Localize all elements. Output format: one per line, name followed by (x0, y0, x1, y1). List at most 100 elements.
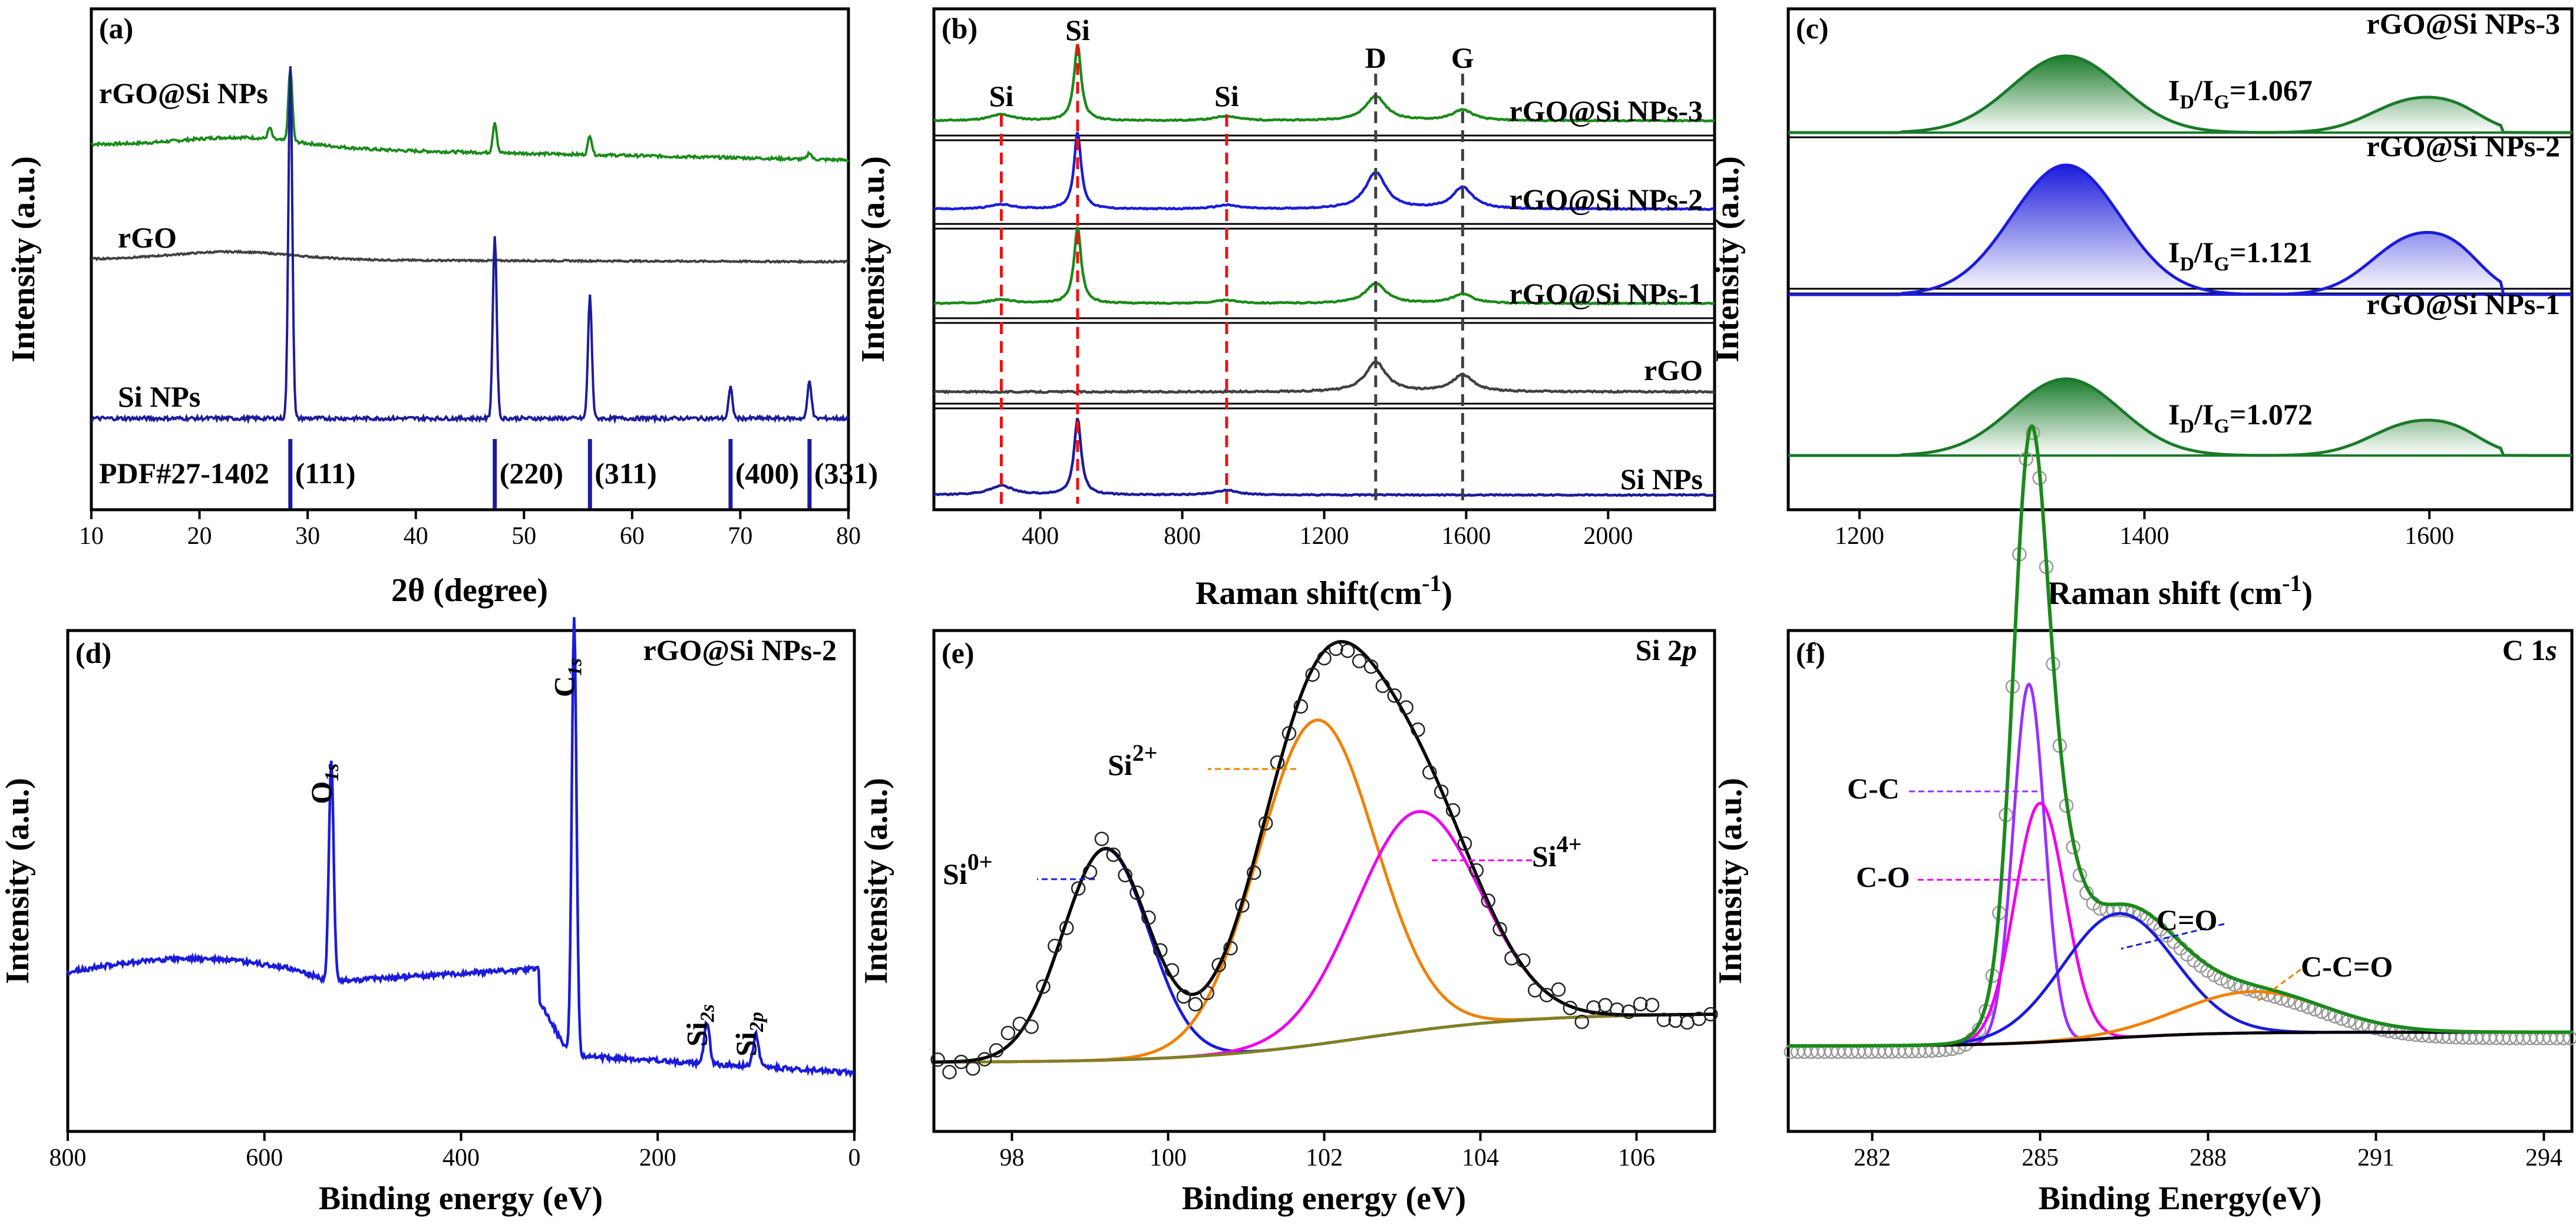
si2p-data-point (1118, 867, 1132, 883)
panel-e-plot: Si0+ Si2+ Si4+ (930, 640, 1718, 1080)
si2p-data-point (1305, 667, 1320, 682)
panel-d-x-tick-label: 800 (49, 1144, 87, 1171)
si2p-data-point (1422, 765, 1437, 780)
panel-e-x-ticks: 98 100 102 104 106 (1000, 1131, 1655, 1171)
si2p-data-point (1551, 982, 1566, 997)
panel-d: (d) rGO@Si NPs-2 O1s C1s Si2s Si2p 800 600 40… (0, 617, 861, 1217)
panel-c-x-tick-label: 1400 (2120, 523, 2169, 550)
si2p-data-point (1363, 659, 1379, 674)
panel-b-x-tick-label: 2000 (1583, 523, 1633, 550)
si2p-data-point (954, 1054, 969, 1070)
si2p-data-point (1445, 803, 1461, 818)
pdf-card-label: PDF#27-1402 (99, 457, 269, 490)
panel-a-x-tick-label: 10 (79, 523, 104, 550)
pdf-miller-index: (400) (735, 457, 799, 490)
si2p-data-point (1656, 1012, 1672, 1028)
c1s-component-label: C-C=O (2301, 950, 2393, 983)
panel-d-x-tick-label: 200 (639, 1144, 676, 1171)
series-label-rgo: rGO (118, 221, 177, 254)
panel-e-x-tick-label: 100 (1150, 1144, 1187, 1171)
panel-d-x-ticks: 800 600 400 200 0 (49, 1131, 861, 1171)
carbon-band-label: D (1365, 41, 1386, 74)
si2p-data-point (966, 1061, 980, 1076)
si2p-data-point (1211, 958, 1226, 972)
panel-a-x-tick-label: 30 (295, 523, 320, 550)
si2p-data-point (1293, 699, 1308, 714)
si2p-data-point (1130, 885, 1144, 900)
si2p-data-point (1457, 836, 1472, 851)
si2p-component-label: Si0+ (943, 849, 993, 890)
si2p-data-point (1329, 641, 1343, 656)
si2p-component-fit (934, 718, 1715, 1064)
si2p-data-point (1153, 943, 1168, 958)
panel-a-x-tick-label: 60 (620, 523, 645, 550)
pdf-miller-index: (331) (814, 457, 878, 490)
panel-b-plot: rGO@Si NPs-3 rGO@Si NPs-2 rGO@Si NPs-1 rGO S… (933, 14, 1715, 504)
si2p-data-point (1188, 996, 1203, 1012)
si2p-data-point (1106, 847, 1121, 862)
si2p-data-point (1282, 726, 1297, 741)
si2p-data-point (1352, 654, 1367, 669)
panel-c-y-axis-label: Intensity (a.u.) (1709, 156, 1746, 362)
panel-a-x-tick-label: 40 (404, 523, 428, 550)
panel-b-frame (932, 7, 1716, 511)
si2p-data-point (1200, 985, 1214, 1001)
si2p-data-point (1434, 784, 1449, 799)
si2p-data-point (1024, 1019, 1039, 1034)
panel-e-x-tick-label: 106 (1618, 1144, 1655, 1171)
si2p-component-fit (934, 847, 1715, 1064)
panel-a-x-tick-label: 50 (511, 523, 536, 550)
panel-e-x-tick-label: 98 (1000, 1144, 1025, 1171)
c1s-label-leader (2121, 923, 2225, 950)
si2p-data-point (1071, 881, 1086, 896)
si2p-data-point (1563, 1001, 1578, 1015)
panel-a: (a) (111) (220) (311) (400) (331) 10 20 30 40 50… (5, 7, 878, 609)
si2p-data-point (1317, 651, 1332, 666)
panel-a-y-axis-label: Intensity (a.u.) (5, 156, 42, 362)
panel-f-tag: (f) (1796, 636, 1825, 669)
si2p-data-point (1668, 1013, 1683, 1028)
panel-a-x-ticks: 10 20 30 40 50 60 70 80 (79, 510, 861, 550)
si2p-data-point (1539, 988, 1554, 1002)
raman-series-label: Si NPs (1620, 463, 1703, 496)
panel-b-x-ticks: 400 800 1200 1600 2000 (1022, 510, 1633, 550)
panel-c-series-label: rGO@Si NPs-2 (2367, 130, 2560, 163)
si2p-data-point (1164, 963, 1180, 978)
si2p-data-point (1633, 996, 1648, 1012)
series-label-rgo-si: rGO@Si NPs (99, 77, 268, 110)
panel-c-x-tick-label: 1600 (2405, 523, 2454, 550)
c1s-component-fit (1788, 990, 2572, 1048)
raman-series (934, 226, 1715, 306)
raman-series-label: rGO@Si NPs-1 (1510, 277, 1703, 310)
si2p-envelope (934, 640, 1715, 1064)
panel-c-x-ticks: 1200 1400 1600 (1835, 510, 2454, 550)
panel-f-plot: C-C C-O C=O C-C=O (1784, 424, 2576, 1060)
panel-f-y-axis-label: Intensity (a.u.) (1712, 778, 1749, 984)
panel-b-y-axis-label: Intensity (a.u.) (855, 156, 891, 362)
panel-c-x-axis-label: Raman shift (cm-1) (2047, 570, 2313, 612)
pdf-miller-index: (220) (500, 457, 563, 490)
raman-series (933, 44, 1715, 123)
panel-b-x-tick-label: 800 (1164, 523, 1201, 550)
si2p-data-point (1516, 953, 1531, 968)
raman-series-label: rGO@Si NPs-3 (1510, 94, 1703, 127)
panel-c-x-tick-label: 1200 (1835, 523, 1884, 550)
panel-d-plot: O1s C1s Si2s Si2p (66, 617, 855, 1078)
xps-peak-label: O1s (305, 763, 343, 804)
si2p-data-point (1703, 1006, 1718, 1022)
si2p-background (934, 1012, 1715, 1064)
si2p-data-point (1235, 898, 1250, 913)
panel-d-x-tick-label: 400 (442, 1144, 480, 1171)
panel-f-x-tick-label: 285 (2022, 1144, 2059, 1171)
panel-d-title: rGO@Si NPs-2 (643, 633, 837, 666)
panel-c-frame (1786, 7, 2574, 511)
si2p-data-point (1399, 700, 1414, 715)
xps-peak-label: Si2p (729, 1012, 768, 1057)
panel-f: (f) C 1s C-CC-OC=OC-C=O 282 285 288 291 294 … (1712, 424, 2576, 1217)
si2p-data-point (989, 1043, 1004, 1058)
si2p-data-point (1610, 1002, 1624, 1017)
panel-e-x-axis-label: Binding energy (eV) (1182, 1180, 1466, 1217)
panel-c-tag: (c) (1796, 12, 1829, 45)
si2p-data-point (1680, 1015, 1695, 1030)
id-ig-ratio-label: ID/IG=1.072 (2168, 398, 2313, 437)
